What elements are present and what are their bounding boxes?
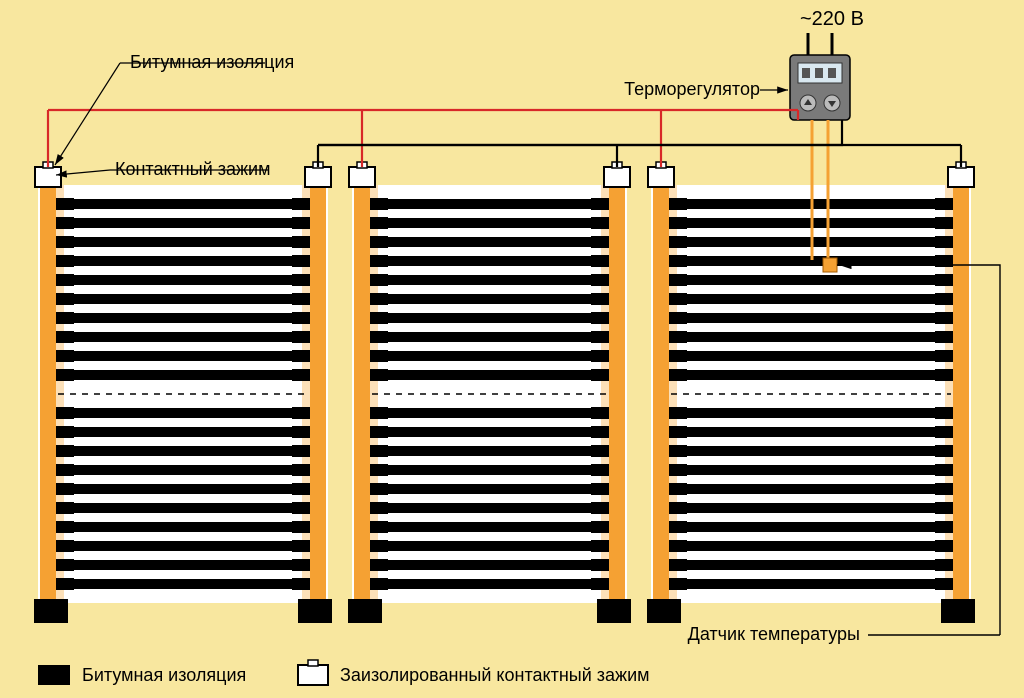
insulation-label: Битумная изоляция: [130, 52, 294, 72]
legend-clamp-text: Заизолированный контактный зажим: [340, 665, 650, 685]
legend-insulation-icon: [38, 665, 70, 685]
thermostat-label: Терморегулятор: [624, 79, 760, 99]
legend-insulation-text: Битумная изоляция: [82, 665, 246, 685]
voltage-label: ~220 В: [800, 8, 864, 30]
sensor-label: Датчик температуры: [688, 624, 860, 644]
clamp-label: Контактный зажим: [115, 159, 270, 179]
legend-clamp-icon: [298, 665, 328, 685]
